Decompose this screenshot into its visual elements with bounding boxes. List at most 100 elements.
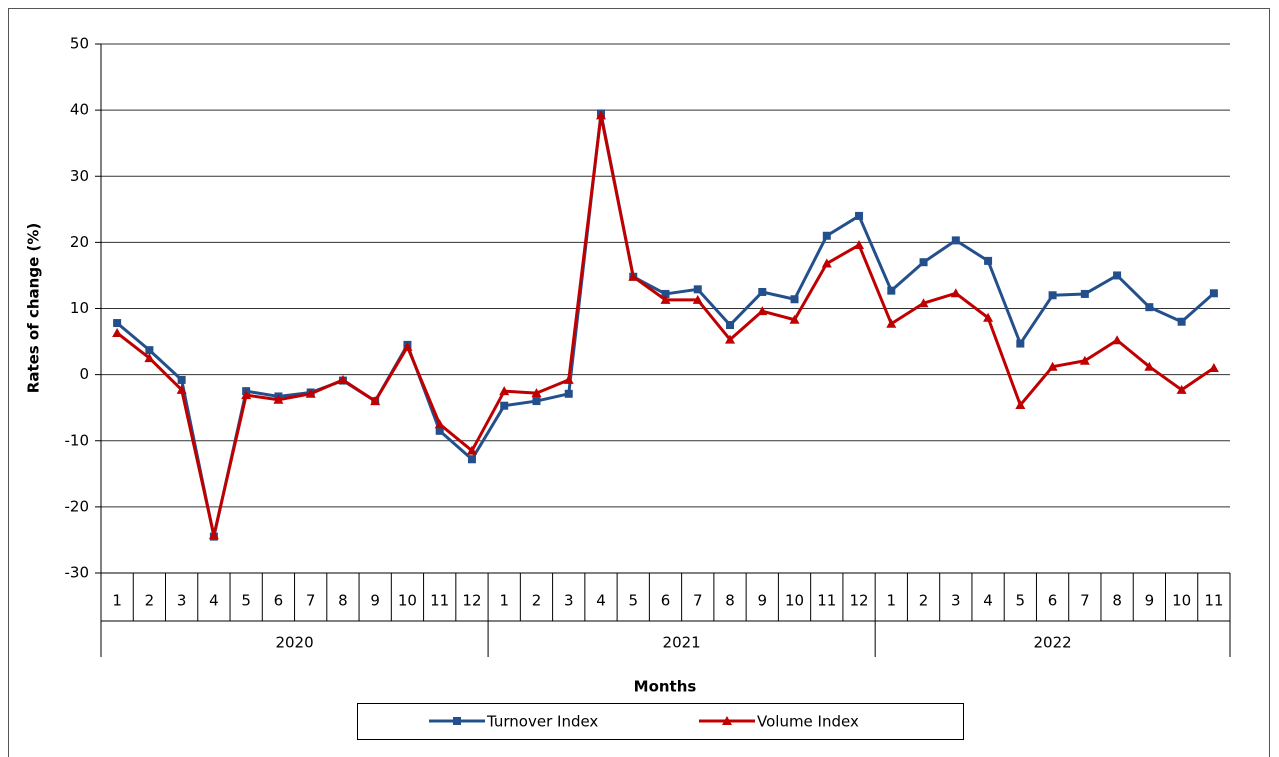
data-point	[887, 286, 896, 295]
data-point	[886, 318, 897, 328]
series-line	[116, 113, 1215, 537]
x-tick-label: 5	[1016, 592, 1026, 610]
data-point	[1145, 303, 1154, 312]
x-tick-label: 1	[887, 592, 897, 610]
data-point	[273, 394, 284, 404]
data-point	[144, 353, 155, 363]
data-point	[1047, 361, 1058, 371]
data-point	[692, 294, 703, 304]
data-point	[563, 374, 574, 384]
data-point	[628, 271, 639, 281]
data-point	[112, 327, 123, 337]
x-tick-label: 10	[785, 592, 804, 610]
data-point	[531, 388, 542, 398]
x-tick-label: 3	[951, 592, 961, 610]
data-point	[984, 256, 993, 265]
data-point	[821, 258, 832, 268]
data-point	[370, 396, 381, 406]
data-point	[854, 240, 865, 250]
legend-marker	[722, 716, 732, 725]
data-point	[434, 419, 445, 429]
data-point	[918, 298, 929, 308]
data-point	[855, 211, 864, 220]
data-point	[241, 390, 252, 400]
data-point	[1176, 384, 1187, 394]
chart-border	[8, 8, 1270, 757]
data-point	[757, 306, 768, 316]
data-point	[500, 401, 509, 410]
x-tick-label: 4	[596, 592, 606, 610]
data-point	[1048, 291, 1057, 300]
x-tick-label: 11	[1204, 592, 1223, 610]
y-tick-label: -30	[65, 564, 90, 582]
x-tick-label: 8	[1112, 592, 1122, 610]
series-line	[116, 111, 1215, 539]
data-point	[822, 231, 831, 240]
y-tick-label: 10	[70, 299, 89, 317]
x-tick-label: 9	[1145, 592, 1155, 610]
data-point	[176, 384, 187, 394]
x-tick-label: 7	[1080, 592, 1090, 610]
x-tick-label: 4	[983, 592, 993, 610]
data-point	[1015, 400, 1026, 410]
data-point	[661, 289, 670, 298]
x-tick-label: 12	[462, 592, 481, 610]
data-point	[1112, 335, 1123, 345]
x-tick-label: 9	[757, 592, 767, 610]
x-tick-label: 11	[817, 592, 836, 610]
legend-label: Turnover Index	[486, 713, 598, 731]
data-point	[1113, 271, 1122, 280]
x-tick-label: 9	[370, 592, 380, 610]
data-point	[499, 386, 510, 396]
x-tick-label: 12	[849, 592, 868, 610]
legend-marker	[453, 717, 461, 725]
x-tick-label: 5	[628, 592, 638, 610]
x-tick-label: 6	[274, 592, 284, 610]
x-tick-label: 8	[338, 592, 348, 610]
data-point	[790, 295, 799, 304]
y-tick-label: 0	[79, 365, 89, 383]
x-tick-label: 2	[919, 592, 929, 610]
data-point	[337, 374, 348, 384]
data-point	[789, 314, 800, 324]
y-tick-label: -10	[65, 431, 90, 449]
x-tick-label: 7	[693, 592, 703, 610]
x-tick-label: 7	[306, 592, 316, 610]
data-point	[1209, 289, 1218, 298]
x-tick-label: 11	[430, 592, 449, 610]
data-point	[564, 389, 573, 398]
y-tick-label: 50	[70, 35, 89, 53]
data-point	[983, 312, 994, 322]
group-label: 2020	[275, 634, 313, 652]
data-point	[919, 258, 928, 267]
data-point	[177, 375, 186, 384]
data-point	[1208, 363, 1219, 373]
data-point	[113, 319, 122, 328]
data-point	[726, 321, 735, 330]
data-point	[402, 341, 413, 351]
legend-label: Volume Index	[757, 713, 859, 731]
group-label: 2021	[663, 634, 701, 652]
data-point	[1080, 289, 1089, 298]
data-point	[532, 397, 541, 406]
x-tick-label: 10	[398, 592, 417, 610]
data-point	[208, 530, 219, 540]
data-point	[725, 334, 736, 344]
y-axis-title: Rates of change (%)	[25, 223, 43, 393]
data-point	[466, 445, 477, 455]
data-point	[951, 236, 960, 245]
y-tick-label: -20	[65, 497, 90, 515]
data-point	[950, 288, 961, 298]
data-point	[1144, 361, 1155, 371]
x-tick-label: 3	[177, 592, 187, 610]
data-point	[758, 287, 767, 296]
data-point	[595, 110, 606, 120]
data-point	[435, 426, 444, 435]
x-tick-label: 8	[725, 592, 735, 610]
x-tick-label: 10	[1172, 592, 1191, 610]
x-tick-label: 6	[1048, 592, 1058, 610]
y-tick-label: 20	[70, 233, 89, 251]
y-tick-label: 30	[70, 167, 89, 185]
x-tick-label: 6	[661, 592, 671, 610]
